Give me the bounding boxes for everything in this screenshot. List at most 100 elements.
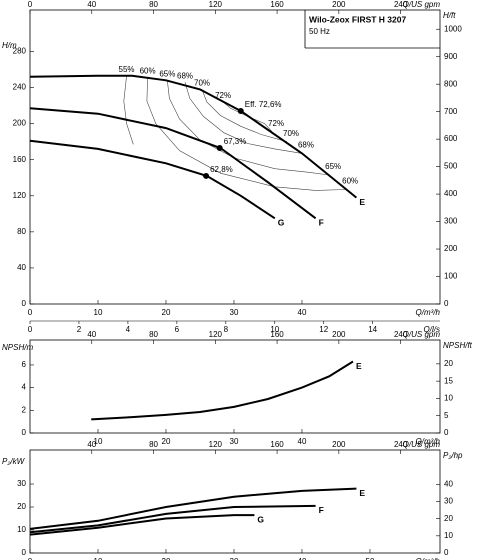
y2-axis-title: NPSH/ft: [443, 341, 473, 350]
x-tick-label: 50: [366, 557, 375, 560]
x-axis-title: Q/m³/h: [416, 308, 441, 317]
efficiency-label: 55%: [119, 65, 135, 74]
efficiency-label: 68%: [177, 71, 193, 80]
y-axis-title: NPSH/m: [2, 343, 33, 352]
chart-subtitle: 50 Hz: [309, 27, 330, 36]
y2-tick-label: 200: [444, 244, 458, 253]
y-axis-title: P₂/kW: [2, 457, 26, 466]
x2-tick-label: 120: [209, 0, 223, 9]
x2-tick-label: 160: [270, 0, 284, 9]
x2-tick-label: 80: [149, 440, 158, 449]
x-tick-label: 10: [94, 557, 103, 560]
x3-tick-label: 2: [77, 325, 82, 334]
x2-tick-label: 200: [332, 440, 346, 449]
y2-tick-label: 0: [444, 299, 449, 308]
x-tick-label: 10: [94, 308, 103, 317]
y-tick-label: 200: [13, 119, 27, 128]
y2-tick-label: 1000: [444, 24, 462, 33]
x-tick-label: 40: [298, 557, 307, 560]
plot-frame: [29, 449, 441, 554]
y-tick-label: 20: [17, 502, 26, 511]
y2-tick-label: 600: [444, 134, 458, 143]
x2-tick-label: 120: [209, 440, 223, 449]
curve: [29, 139, 276, 220]
x2-axis-title: Q/US gpm: [403, 330, 441, 339]
curve-label: F: [319, 218, 324, 228]
x3-tick-label: 10: [270, 325, 279, 334]
x3-tick-label: 4: [126, 325, 131, 334]
y2-tick-label: 5: [444, 411, 449, 420]
x-tick-label: 20: [162, 308, 171, 317]
y2-tick-label: 0: [444, 548, 449, 557]
x2-tick-label: 240: [394, 0, 408, 9]
y2-tick-label: 10: [444, 531, 453, 540]
efficiency-line: [184, 82, 303, 154]
y-tick-label: 40: [17, 263, 26, 272]
operating-point: [216, 144, 223, 151]
efficiency-line: [146, 77, 347, 191]
y2-tick-label: 40: [444, 479, 453, 488]
efficiency-label: 65%: [159, 69, 175, 78]
y2-tick-label: 10: [444, 394, 453, 403]
x2-tick-label: 240: [394, 440, 408, 449]
curve-label: G: [278, 218, 285, 228]
y-tick-label: 0: [22, 548, 27, 557]
x-axis-title: Q/m³/h: [416, 437, 441, 446]
x3-tick-label: 8: [224, 325, 229, 334]
point-label: 67,3%: [224, 137, 247, 146]
efficiency-label: 72%: [268, 119, 284, 128]
curve-label: F: [319, 505, 324, 515]
x2-tick-label: 240: [394, 330, 408, 339]
y-axis-title: H/m: [2, 41, 17, 50]
x-tick-label: 20: [162, 557, 171, 560]
x3-tick-label: 0: [28, 325, 33, 334]
curve-label: G: [257, 514, 264, 524]
x3-tick-label: 6: [175, 325, 180, 334]
point-label: 62,8%: [210, 165, 233, 174]
x3-tick-label: 12: [319, 325, 328, 334]
efficiency-label: 60%: [140, 67, 156, 76]
y2-tick-label: 900: [444, 52, 458, 61]
curve-label: E: [359, 197, 365, 207]
efficiency-line: [201, 89, 288, 142]
x-tick-label: 10: [94, 437, 103, 446]
curve: [29, 74, 358, 199]
curve: [29, 107, 317, 220]
curve: [29, 514, 255, 536]
x2-tick-label: 80: [149, 330, 158, 339]
x-tick-label: 30: [230, 557, 239, 560]
efficiency-label: 68%: [298, 141, 314, 150]
y-tick-label: 0: [22, 299, 27, 308]
efficiency-line: [167, 80, 330, 176]
y-tick-label: 6: [22, 360, 27, 369]
x2-tick-label: 40: [87, 330, 96, 339]
y-tick-label: 30: [17, 479, 26, 488]
x-tick-label: 0: [28, 308, 33, 317]
efficiency-label: 70%: [283, 129, 299, 138]
x-tick-label: 20: [162, 437, 171, 446]
x2-tick-label: 40: [87, 440, 96, 449]
x-tick-label: 40: [298, 308, 307, 317]
y-tick-label: 280: [13, 47, 27, 56]
y2-tick-label: 300: [444, 217, 458, 226]
x-tick-label: 30: [230, 437, 239, 446]
y2-tick-label: 500: [444, 162, 458, 171]
plot-frame: [29, 339, 441, 434]
x-tick-label: 0: [28, 557, 33, 560]
y2-tick-label: 700: [444, 107, 458, 116]
y-tick-label: 160: [13, 155, 27, 164]
y2-tick-label: 0: [444, 428, 449, 437]
x2-axis-title: Q/US gpm: [403, 440, 441, 449]
x2-tick-label: 160: [270, 330, 284, 339]
x2-tick-label: 160: [270, 440, 284, 449]
curve-label: E: [356, 361, 362, 371]
x2-tick-label: 80: [149, 0, 158, 9]
efficiency-line: [123, 75, 134, 145]
x-axis-title: Q/m³/h: [416, 557, 441, 560]
y-tick-label: 240: [13, 83, 27, 92]
x-tick-label: 30: [230, 308, 239, 317]
x2-axis-title: Q/US gpm: [403, 0, 441, 9]
point-label: Eff. 72,6%: [245, 100, 282, 109]
